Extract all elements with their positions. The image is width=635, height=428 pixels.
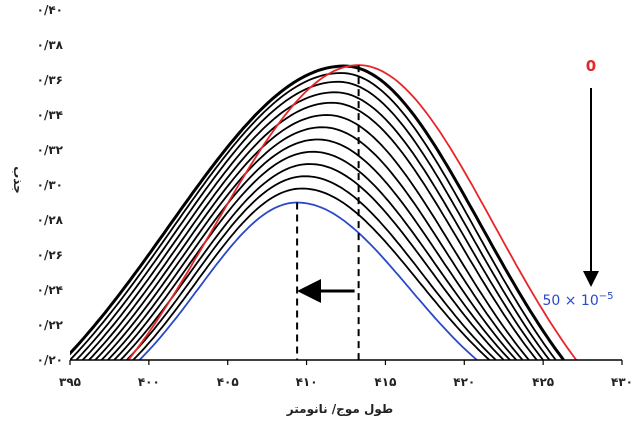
spectrum-line <box>132 187 491 360</box>
spectrum-line <box>127 64 578 360</box>
x-tick-label: ۴۱۵ <box>374 375 396 389</box>
x-tick-label: ۴۲۵ <box>532 375 554 389</box>
end-concentration-exponent: −5 <box>599 291 614 302</box>
start-concentration-label: 0 <box>586 57 596 75</box>
spectrum-line <box>138 201 478 360</box>
spectrum-line <box>107 138 517 360</box>
x-tick-label: ۴۰۵ <box>217 375 239 389</box>
x-tick-label: ۴۲۰ <box>453 375 475 389</box>
y-tick-label: ۰/۲۰ <box>37 353 63 367</box>
y-tick-label: ۰/۳۴ <box>37 108 63 122</box>
spectrum-line <box>94 114 530 360</box>
spectrum-line <box>119 163 505 360</box>
y-tick-label: ۰/۲۶ <box>37 248 63 262</box>
y-tick-label: ۰/۲۲ <box>37 318 64 332</box>
x-tick-label: ۴۳۰ <box>611 375 633 389</box>
y-tick-label: ۰/۲۸ <box>37 213 64 227</box>
y-tick-label: ۰/۳۸ <box>37 38 64 52</box>
x-axis-ticks: ۳۹۵ ۴۰۰ ۴۰۵ ۴۱۰ ۴۱۵ ۴۲۰ ۴۲۵ ۴۳۰ <box>59 360 633 389</box>
y-axis-title: جذب <box>11 166 25 194</box>
y-tick-label: ۰/۳۶ <box>37 73 63 87</box>
x-tick-label: ۴۰۰ <box>138 375 160 389</box>
spectrum-line <box>81 91 544 360</box>
x-tick-label: ۴۱۰ <box>296 375 318 389</box>
y-tick-label: ۰/۳۲ <box>37 143 64 157</box>
y-tick-label: ۰/۴۰ <box>37 3 63 17</box>
end-concentration-label: 50 × 10−5 <box>542 291 613 309</box>
spectrum-line <box>70 64 565 360</box>
end-concentration-mantissa: 50 × 10 <box>542 293 598 309</box>
x-tick-label: ۳۹۵ <box>59 375 81 389</box>
y-tick-label: ۰/۳۰ <box>37 178 63 192</box>
y-axis-ticks: ۰/۲۰ ۰/۲۲ ۰/۲۴ ۰/۲۶ ۰/۲۸ ۰/۳۰ ۰/۳۲ ۰/۳۴ ۰/۳۶ ۰/۳۸… <box>37 3 64 367</box>
x-axis-title: طول موج/ نانومتر <box>286 402 393 417</box>
spectrum-line <box>70 72 557 360</box>
spectrum-line <box>88 101 538 360</box>
spectra-curves <box>70 64 578 360</box>
spectrum-line <box>113 150 511 360</box>
spectrum-line <box>126 175 497 360</box>
y-tick-label: ۰/۲۴ <box>37 283 63 297</box>
spectrum-line <box>100 126 524 360</box>
